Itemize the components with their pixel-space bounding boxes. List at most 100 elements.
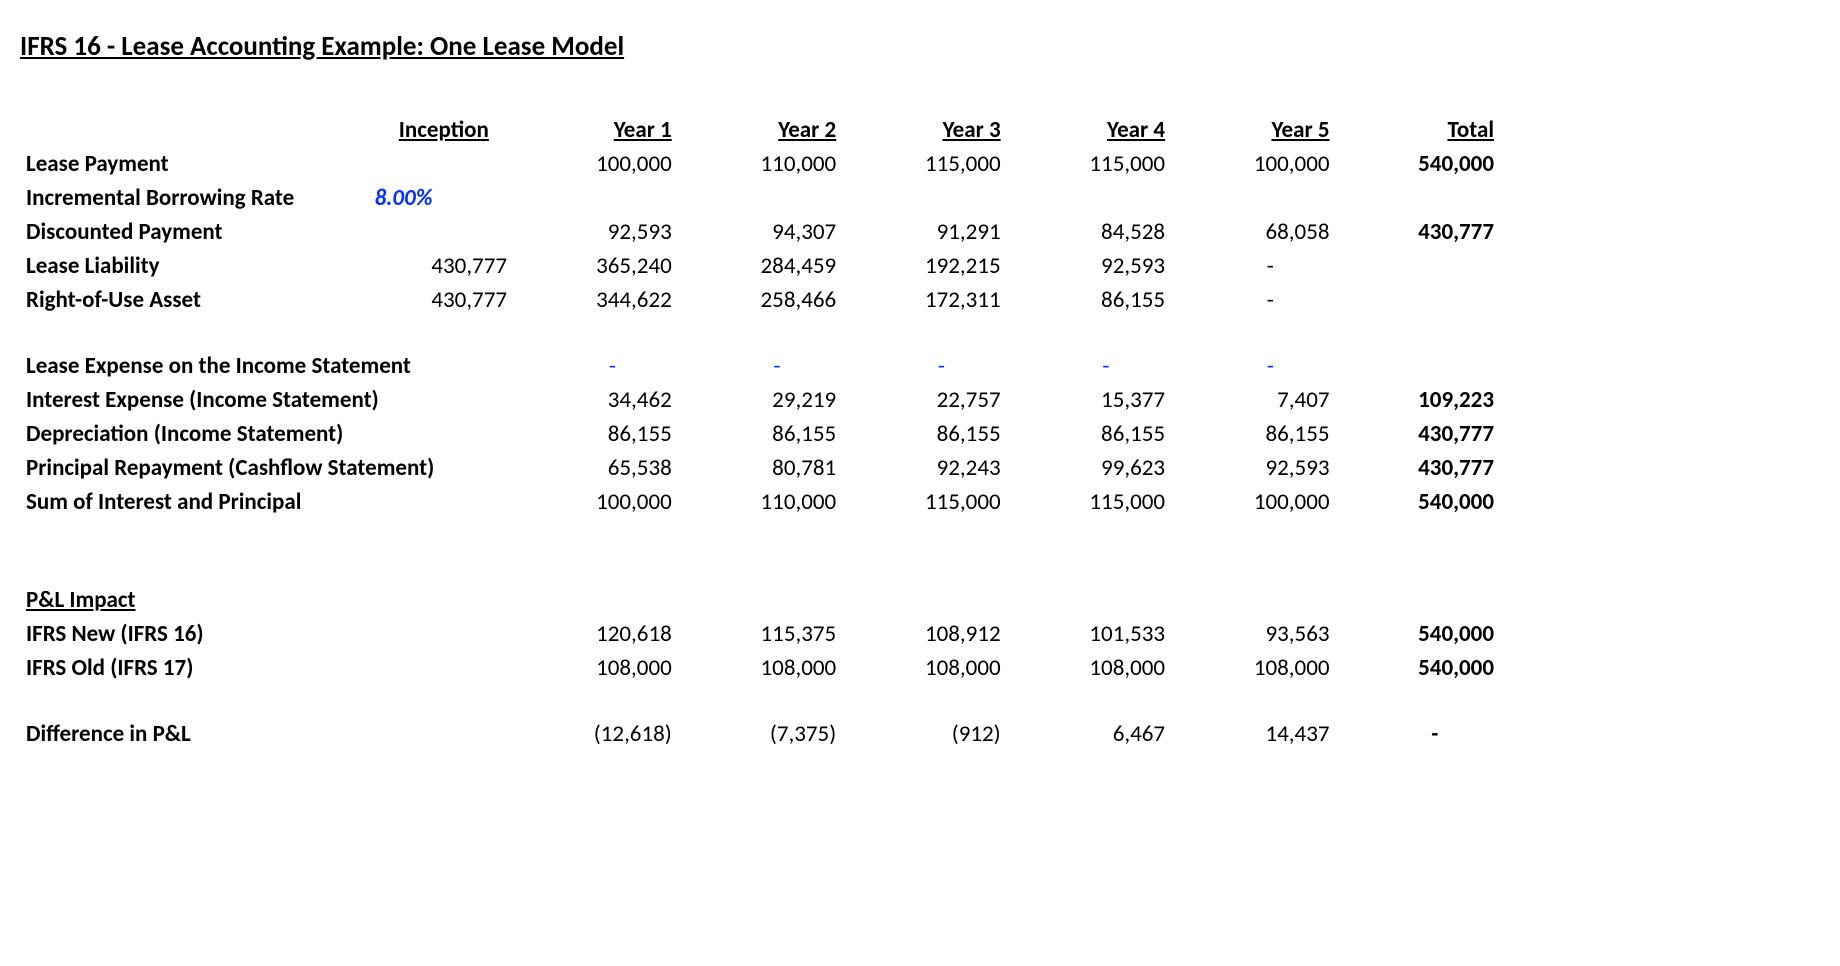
cell-y5: 7,407 <box>1171 383 1335 417</box>
cell-y1: 365,240 <box>513 249 678 283</box>
cell-y3: 172,311 <box>842 283 1006 317</box>
cell-total: 540,000 <box>1336 485 1500 519</box>
row-rou-asset: Right-of-Use Asset 430,777 344,622 258,4… <box>20 283 1500 317</box>
cell-y1: 92,593 <box>513 215 678 249</box>
cell-y2: 108,000 <box>678 651 842 685</box>
cell-y3: 108,000 <box>842 651 1006 685</box>
cell-y5: 92,593 <box>1171 451 1335 485</box>
cell-y5: 93,563 <box>1171 617 1335 651</box>
row-difference-pl: Difference in P&L (12,618) (7,375) (912)… <box>20 717 1500 751</box>
cell-y4: 86,155 <box>1007 283 1171 317</box>
cell-rate: 8.00% <box>375 181 513 215</box>
col-year2: Year 2 <box>678 113 842 147</box>
cell-y4: 108,000 <box>1007 651 1171 685</box>
cell-label: Interest Expense (Income Statement) <box>20 383 513 417</box>
header-row: Inception Year 1 Year 2 Year 3 Year 4 Ye… <box>20 113 1500 147</box>
cell-label: Incremental Borrowing Rate <box>20 181 375 215</box>
row-interest-expense: Interest Expense (Income Statement) 34,4… <box>20 383 1500 417</box>
row-sum-interest-principal: Sum of Interest and Principal 100,000 11… <box>20 485 1500 519</box>
cell-y4: 99,623 <box>1007 451 1171 485</box>
cell-total: 430,777 <box>1336 215 1500 249</box>
cell-y2: 94,307 <box>678 215 842 249</box>
header-blank-label <box>20 113 375 147</box>
row-lease-payment: Lease Payment 100,000 110,000 115,000 11… <box>20 147 1500 181</box>
cell-y1: 34,462 <box>513 383 678 417</box>
cell-y3: 108,912 <box>842 617 1006 651</box>
cell-y2: 284,459 <box>678 249 842 283</box>
cell-total: 540,000 <box>1336 147 1500 181</box>
cell-label: IFRS New (IFRS 16) <box>20 617 513 651</box>
cell-y3: 115,000 <box>842 485 1006 519</box>
col-year4: Year 4 <box>1007 113 1171 147</box>
cell-y4: 6,467 <box>1007 717 1171 751</box>
cell-label: Lease Expense on the Income Statement <box>20 349 513 383</box>
cell-label: Difference in P&L <box>20 717 513 751</box>
cell-y2: 258,466 <box>678 283 842 317</box>
cell-total: - <box>1336 717 1500 751</box>
cell-y5: 108,000 <box>1171 651 1335 685</box>
section-header-pl-impact: P&L Impact <box>20 583 1500 617</box>
cell-y5: 100,000 <box>1171 147 1335 181</box>
cell-y3: 91,291 <box>842 215 1006 249</box>
row-borrowing-rate: Incremental Borrowing Rate 8.00% <box>20 181 1500 215</box>
cell-total: 109,223 <box>1336 383 1500 417</box>
cell-y1: 100,000 <box>513 147 678 181</box>
cell-y5: 68,058 <box>1171 215 1335 249</box>
cell-total: 430,777 <box>1336 417 1500 451</box>
cell-inception: 430,777 <box>375 249 513 283</box>
cell-y2: 29,219 <box>678 383 842 417</box>
cell-y4: 115,000 <box>1007 147 1171 181</box>
cell-y3: 192,215 <box>842 249 1006 283</box>
cell-y4: 15,377 <box>1007 383 1171 417</box>
cell-label: Lease Payment <box>20 147 375 181</box>
row-principal-repayment: Principal Repayment (Cashflow Statement)… <box>20 451 1500 485</box>
col-year1: Year 1 <box>513 113 678 147</box>
cell-y1: (12,618) <box>513 717 678 751</box>
cell-label: Principal Repayment (Cashflow Statement) <box>20 451 513 485</box>
cell-y2: 110,000 <box>678 147 842 181</box>
cell-y3: 86,155 <box>842 417 1006 451</box>
cell-y5: 14,437 <box>1171 717 1335 751</box>
cell-y2: 86,155 <box>678 417 842 451</box>
row-lease-expense-is: Lease Expense on the Income Statement - … <box>20 349 1500 383</box>
cell-y5: 100,000 <box>1171 485 1335 519</box>
col-year3: Year 3 <box>842 113 1006 147</box>
cell-y1: - <box>513 349 678 383</box>
cell-y1: 100,000 <box>513 485 678 519</box>
cell-total: 430,777 <box>1336 451 1500 485</box>
cell-y2: - <box>678 349 842 383</box>
cell-y2: 115,375 <box>678 617 842 651</box>
cell-y2: 80,781 <box>678 451 842 485</box>
cell-y5: - <box>1171 249 1335 283</box>
cell-y5: 86,155 <box>1171 417 1335 451</box>
cell-y4: 115,000 <box>1007 485 1171 519</box>
cell-y1: 344,622 <box>513 283 678 317</box>
cell-y5: - <box>1171 349 1335 383</box>
col-year5: Year 5 <box>1171 113 1335 147</box>
cell-y5: - <box>1171 283 1335 317</box>
cell-y2: (7,375) <box>678 717 842 751</box>
cell-y4: 86,155 <box>1007 417 1171 451</box>
cell-total: 540,000 <box>1336 617 1500 651</box>
cell-y4: 92,593 <box>1007 249 1171 283</box>
cell-y4: - <box>1007 349 1171 383</box>
cell-y3: 115,000 <box>842 147 1006 181</box>
row-ifrs-old: IFRS Old (IFRS 17) 108,000 108,000 108,0… <box>20 651 1500 685</box>
cell-y2: 110,000 <box>678 485 842 519</box>
cell-label: Depreciation (Income Statement) <box>20 417 513 451</box>
col-total: Total <box>1336 113 1500 147</box>
col-inception: Inception <box>375 113 513 147</box>
cell-label: Discounted Payment <box>20 215 375 249</box>
cell-y3: 92,243 <box>842 451 1006 485</box>
cell-label: Lease Liability <box>20 249 375 283</box>
cell-total: 540,000 <box>1336 651 1500 685</box>
cell-inception: 430,777 <box>375 283 513 317</box>
row-ifrs-new: IFRS New (IFRS 16) 120,618 115,375 108,9… <box>20 617 1500 651</box>
cell-label: IFRS Old (IFRS 17) <box>20 651 513 685</box>
row-depreciation: Depreciation (Income Statement) 86,155 8… <box>20 417 1500 451</box>
cell-inception <box>375 147 513 181</box>
cell-y1: 65,538 <box>513 451 678 485</box>
cell-y3: 22,757 <box>842 383 1006 417</box>
row-lease-liability: Lease Liability 430,777 365,240 284,459 … <box>20 249 1500 283</box>
cell-y1: 86,155 <box>513 417 678 451</box>
